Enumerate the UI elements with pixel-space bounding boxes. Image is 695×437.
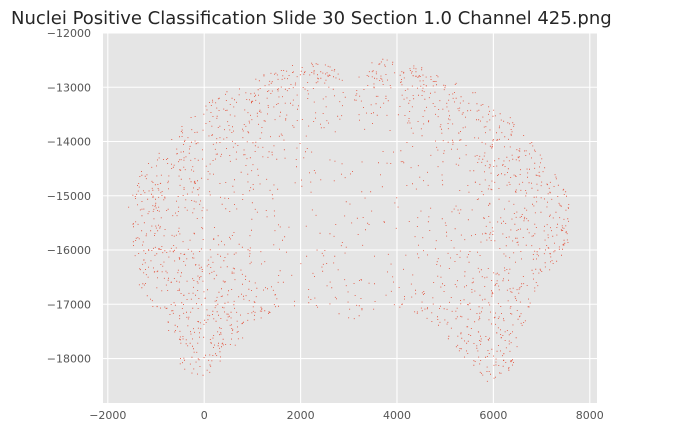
x-tick-label: 2000 bbox=[287, 409, 315, 422]
y-tick-label: −13000 bbox=[47, 81, 91, 94]
x-tick-label: 8000 bbox=[576, 409, 604, 422]
x-tick-label: 6000 bbox=[479, 409, 507, 422]
y-tick-label: −14000 bbox=[47, 136, 91, 149]
x-tick-label: 4000 bbox=[383, 409, 411, 422]
chart-title: Nuclei Positive Classification Slide 30 … bbox=[11, 8, 612, 29]
y-axis-ticks: −12000 −13000 −14000 −15000 −16000 −17000 −180… bbox=[47, 27, 91, 366]
y-tick-label: −15000 bbox=[47, 190, 91, 203]
x-tick-label: 0 bbox=[201, 409, 208, 422]
y-tick-label: −18000 bbox=[47, 353, 91, 366]
y-tick-label: −12000 bbox=[47, 27, 91, 40]
x-tick-label: −2000 bbox=[89, 409, 126, 422]
y-tick-label: −17000 bbox=[47, 298, 91, 311]
y-tick-label: −16000 bbox=[47, 244, 91, 257]
grid bbox=[103, 32, 597, 403]
x-axis-ticks: −2000 0 2000 4000 6000 8000 bbox=[89, 409, 604, 422]
plot-area bbox=[103, 33, 597, 403]
